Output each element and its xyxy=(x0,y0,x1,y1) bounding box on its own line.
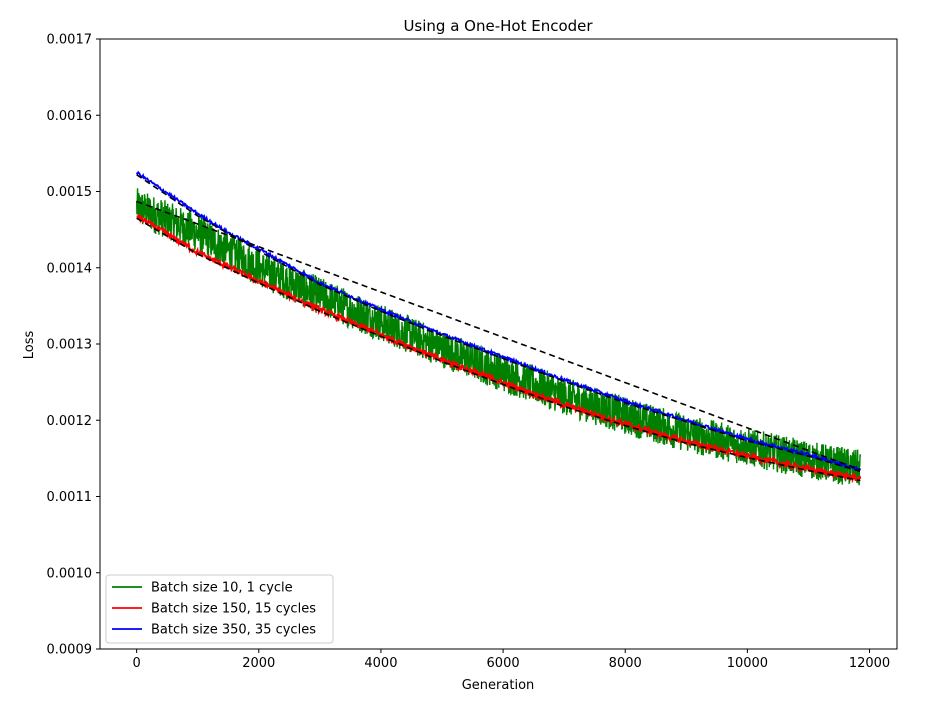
fit-line-2 xyxy=(136,217,861,482)
x-tick-label: 2000 xyxy=(242,656,275,671)
legend-label: Batch size 150, 15 cycles xyxy=(151,602,316,617)
y-tick-label: 0.0009 xyxy=(47,643,93,658)
y-axis-ticks: 0.0009 0.0010 0.0011 0.0012 0.0013 0.0014 0.00… xyxy=(47,33,100,658)
x-axis-ticks: 0 2000 4000 6000 8000 10000 12000 xyxy=(133,649,890,671)
x-tick-label: 10000 xyxy=(727,656,768,671)
y-axis-label: Loss xyxy=(22,331,37,360)
chart-title: Using a One-Hot Encoder xyxy=(403,17,593,35)
fit-line-3 xyxy=(136,174,861,473)
x-tick-label: 0 xyxy=(133,656,141,671)
series-line-1 xyxy=(135,188,862,486)
legend-label: Batch size 350, 35 cycles xyxy=(151,623,316,638)
x-axis-label: Generation xyxy=(462,678,535,693)
y-tick-label: 0.0013 xyxy=(47,338,93,353)
legend-label: Batch size 10, 1 cycle xyxy=(151,581,293,596)
y-tick-label: 0.0010 xyxy=(47,566,93,581)
fit-line-1 xyxy=(136,200,861,471)
y-tick-label: 0.0014 xyxy=(47,261,93,276)
series-line-3 xyxy=(135,170,862,472)
x-tick-label: 6000 xyxy=(487,656,520,671)
x-tick-label: 12000 xyxy=(849,656,890,671)
fit-lines xyxy=(136,174,861,482)
y-tick-label: 0.0012 xyxy=(47,414,93,429)
x-tick-label: 8000 xyxy=(609,656,642,671)
y-tick-label: 0.0011 xyxy=(47,490,93,505)
y-tick-label: 0.0016 xyxy=(47,109,93,124)
y-tick-label: 0.0015 xyxy=(47,185,93,200)
legend-box xyxy=(105,574,334,644)
legend: Batch size 10, 1 cycle Batch size 150, 15… xyxy=(105,574,334,644)
y-tick-label: 0.0017 xyxy=(47,33,93,48)
x-tick-label: 4000 xyxy=(364,656,397,671)
